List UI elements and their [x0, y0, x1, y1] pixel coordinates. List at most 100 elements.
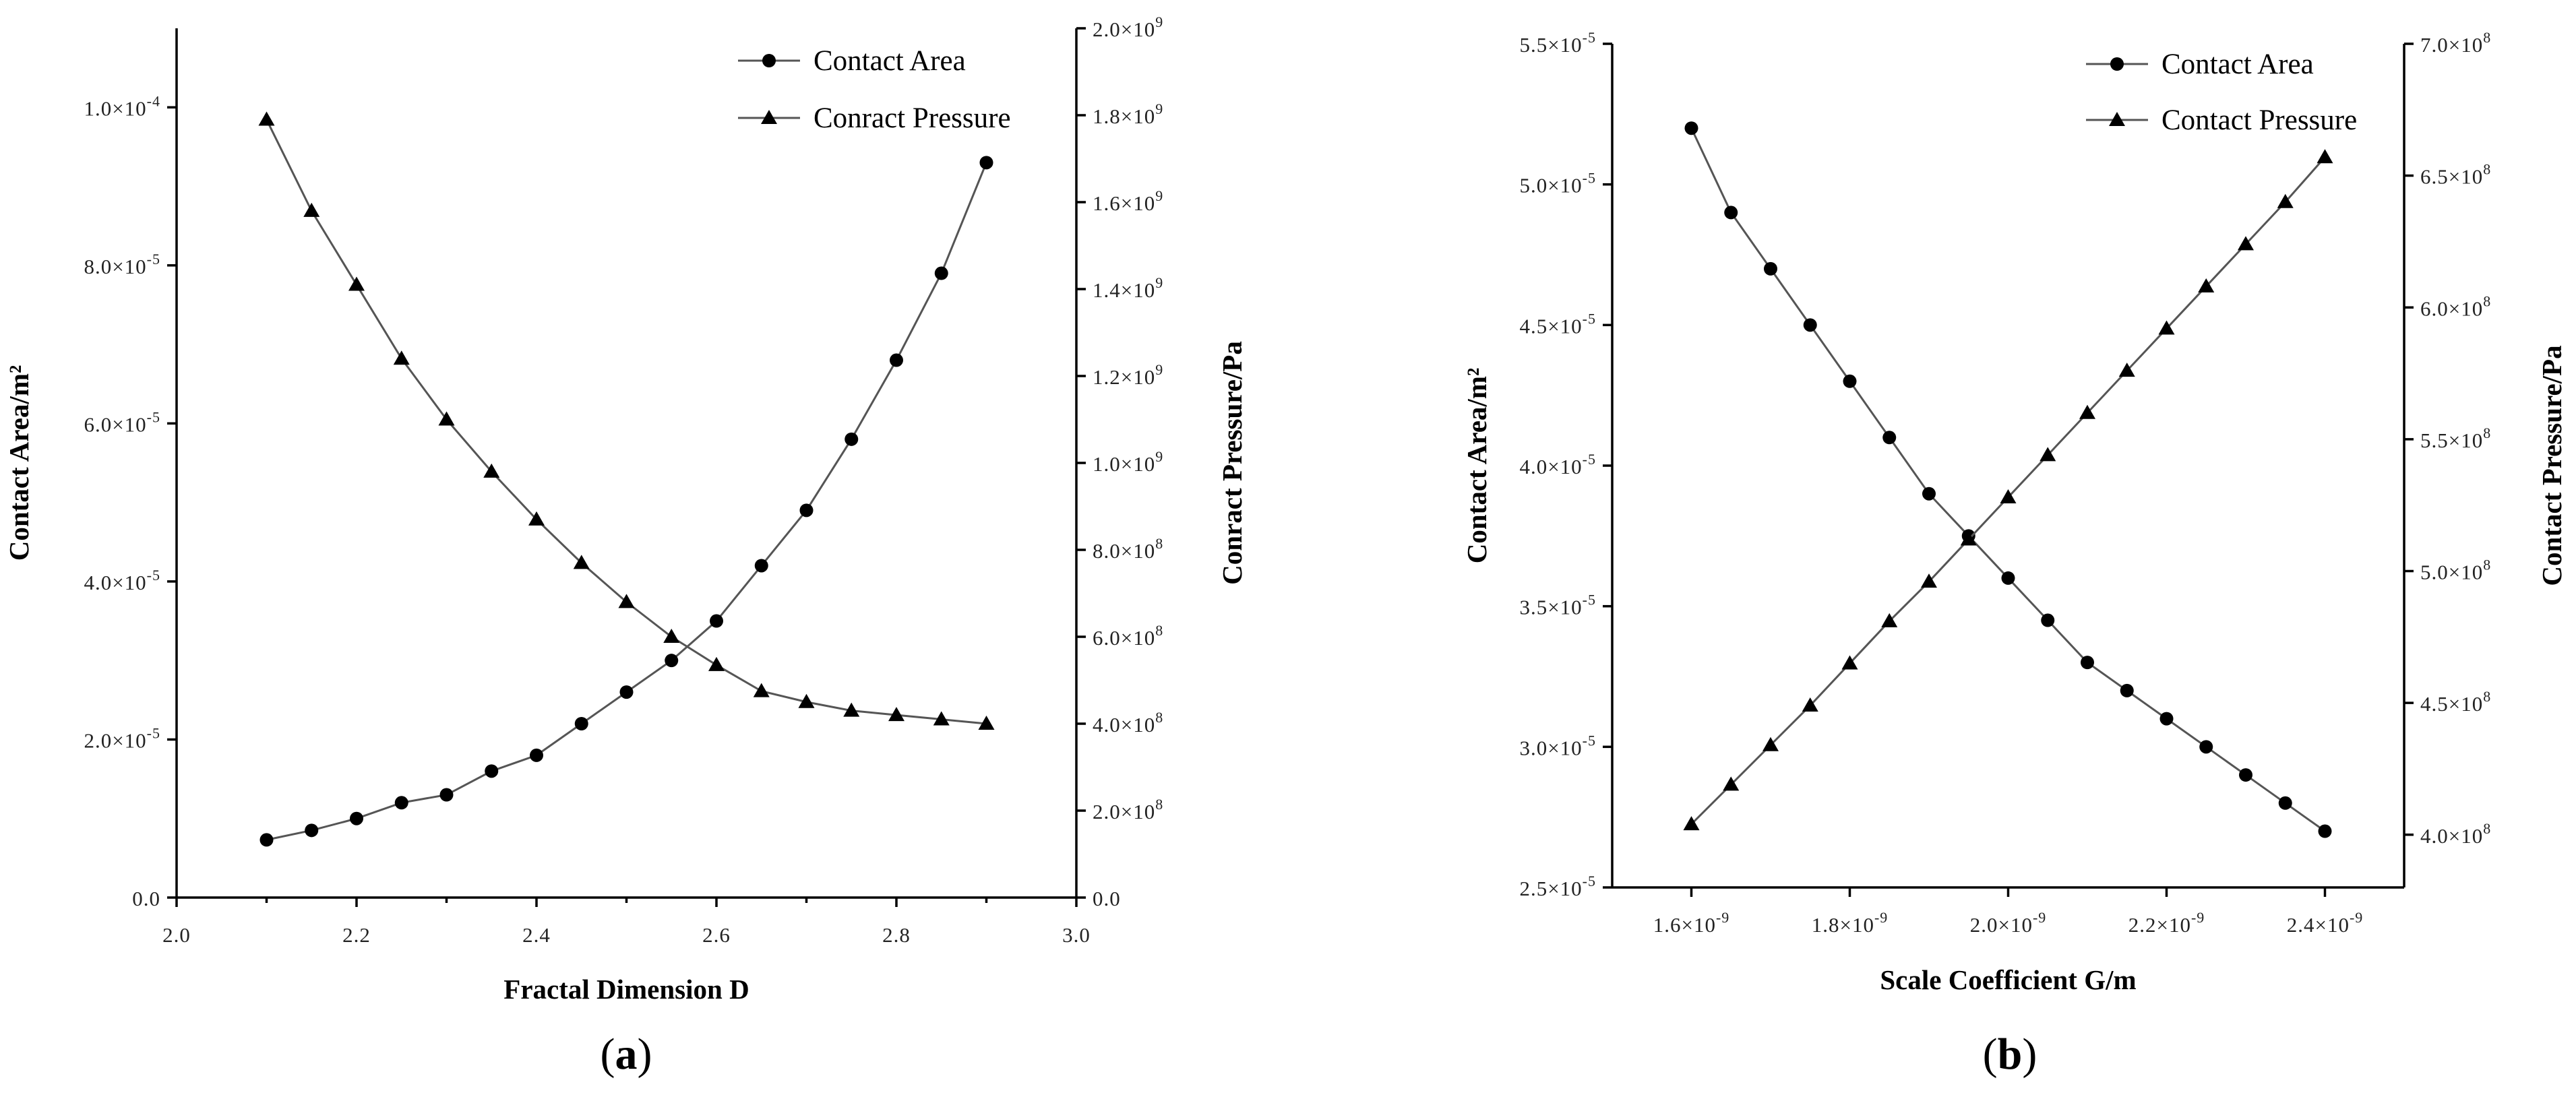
x-tick-label: 2.4 — [522, 923, 551, 947]
y2-tick-label: 1.6×109 — [1093, 187, 1163, 215]
data-point-circle — [2199, 740, 2213, 754]
y2-tick-label: 5.5×108 — [2420, 425, 2491, 452]
y2-tick-label: 1.8×109 — [1093, 100, 1163, 128]
x-tick-label: 3.0 — [1062, 923, 1091, 947]
data-point-circle — [2120, 683, 2134, 697]
x-tick-label: 2.0×10-9 — [1970, 909, 2047, 937]
y2-tick-label-exponent: 8 — [2483, 688, 2491, 705]
y-tick-label: 5.5×10-5 — [1519, 29, 1596, 57]
data-point-circle — [2159, 712, 2174, 726]
legend-label: Contact Area — [2161, 49, 2314, 80]
y2-tick-label-exponent: 8 — [1155, 535, 1163, 552]
y2-tick-label-exponent: 8 — [1155, 796, 1163, 813]
data-point-triangle — [1841, 655, 1858, 670]
y2-tick-label-mantissa: 5.5×10 — [2420, 429, 2483, 452]
y-tick-label-mantissa: 1.0×10 — [84, 96, 146, 120]
x-tick-label: 2.2×10-9 — [2128, 909, 2205, 937]
y-tick-label-mantissa: 3.5×10 — [1519, 596, 1582, 619]
y2-axis-title: Conract Pressure/Pa — [1217, 341, 1248, 585]
data-point-circle — [2001, 571, 2015, 585]
y2-tick-label: 0.0 — [1093, 887, 1121, 910]
panel-label-open: ( — [1983, 1030, 1998, 1079]
x-tick-label-mantissa: 1.8×10 — [1812, 913, 1874, 937]
x-axis-title: Fractal Dimension D — [503, 974, 749, 1005]
y2-tick-label: 4.0×108 — [1093, 709, 1163, 736]
x-tick-label: 2.8 — [882, 923, 911, 947]
y2-tick-label-mantissa: 6.0×10 — [2420, 296, 2483, 320]
y2-tick-label-mantissa: 4.5×10 — [2420, 692, 2483, 716]
y2-tick-label: 2.0×108 — [1093, 796, 1163, 823]
y2-tick-label-mantissa: 1.6×10 — [1093, 191, 1155, 215]
y-tick-label-exponent: -5 — [1583, 592, 1596, 608]
y-tick-label-mantissa: 3.0×10 — [1519, 736, 1582, 759]
y-tick-label: 2.0×10-5 — [84, 724, 160, 752]
y-tick-label-exponent: -5 — [1583, 310, 1596, 327]
y2-tick-label: 5.0×108 — [2420, 557, 2491, 584]
y2-tick-label-exponent: 8 — [2483, 29, 2491, 46]
data-point-triangle — [1881, 613, 1898, 627]
data-point-triangle — [1960, 531, 1977, 546]
y2-tick-label-exponent: 9 — [1155, 13, 1163, 30]
data-point-circle — [439, 788, 454, 802]
panel-label-letter: b — [1998, 1030, 2023, 1079]
data-point-triangle — [348, 276, 365, 291]
data-point-circle — [2318, 824, 2332, 838]
x-tick-label-exponent: -9 — [1874, 909, 1888, 926]
y2-tick-label: 6.5×108 — [2420, 161, 2491, 189]
data-point-circle — [1922, 487, 1936, 501]
y-tick-label-mantissa: 8.0×10 — [84, 255, 146, 278]
data-point-triangle — [2277, 193, 2294, 208]
x-tick-label-exponent: -9 — [2191, 909, 2205, 926]
y2-tick-label-mantissa: 1.4×10 — [1093, 278, 1155, 302]
y-tick-label: 3.5×10-5 — [1519, 592, 1596, 619]
panel-label: (b) — [1983, 1030, 2037, 1079]
data-point-circle — [979, 156, 993, 170]
y-tick-label-exponent: -5 — [147, 251, 160, 268]
y-tick-label-mantissa: 0.0 — [132, 887, 160, 910]
x-tick-label: 2.4×10-9 — [2287, 909, 2364, 937]
data-point-circle — [1803, 318, 1817, 332]
data-point-triangle — [2238, 236, 2254, 251]
x-tick-label-mantissa: 1.6×10 — [1653, 913, 1716, 937]
panel-label-close: ) — [638, 1030, 652, 1079]
y2-tick-label: 1.2×109 — [1093, 361, 1163, 389]
data-point-triangle — [438, 411, 455, 426]
data-point-circle — [934, 266, 948, 280]
data-point-triangle — [1921, 573, 1937, 588]
y2-tick-label: 1.0×109 — [1093, 448, 1163, 476]
y-tick-label: 3.0×10-5 — [1519, 732, 1596, 759]
series-line-circle — [1690, 127, 2326, 832]
data-point-circle — [710, 614, 723, 628]
y2-tick-label-exponent: 8 — [2483, 557, 2491, 573]
data-point-triangle — [1723, 776, 1740, 791]
y2-tick-label-mantissa: 6.0×10 — [1093, 626, 1155, 650]
data-point-triangle — [1762, 736, 1779, 751]
data-point-triangle — [753, 683, 770, 697]
y2-tick-label-mantissa: 1.8×10 — [1093, 104, 1155, 128]
y2-tick-label: 8.0×108 — [1093, 535, 1163, 563]
data-point-circle — [485, 764, 499, 778]
data-point-circle — [2081, 656, 2094, 670]
data-point-circle — [2239, 768, 2252, 782]
data-point-circle — [799, 503, 814, 518]
data-point-triangle — [2158, 320, 2175, 335]
data-point-triangle — [1683, 816, 1700, 831]
data-point-circle — [305, 823, 319, 838]
y2-tick-label-exponent: 9 — [1155, 187, 1163, 204]
y2-tick-label-mantissa: 5.0×10 — [2420, 561, 2483, 584]
y-tick-label-mantissa: 2.0×10 — [84, 728, 146, 752]
data-point-circle — [2041, 613, 2055, 627]
y2-tick-label: 4.5×108 — [2420, 688, 2491, 716]
y-tick-label-exponent: -5 — [1583, 29, 1596, 46]
y2-tick-label-mantissa: 1.2×10 — [1093, 365, 1155, 389]
y-tick-label-mantissa: 5.5×10 — [1519, 33, 1582, 57]
legend-marker-triangle — [2109, 112, 2125, 126]
y2-tick-label: 6.0×108 — [2420, 292, 2491, 320]
data-point-circle — [845, 432, 859, 446]
y2-tick-label-exponent: 8 — [1155, 709, 1163, 726]
data-point-circle — [890, 353, 903, 367]
data-point-triangle — [888, 707, 904, 722]
data-point-circle — [754, 559, 768, 573]
panel-label-close: ) — [2022, 1030, 2037, 1079]
